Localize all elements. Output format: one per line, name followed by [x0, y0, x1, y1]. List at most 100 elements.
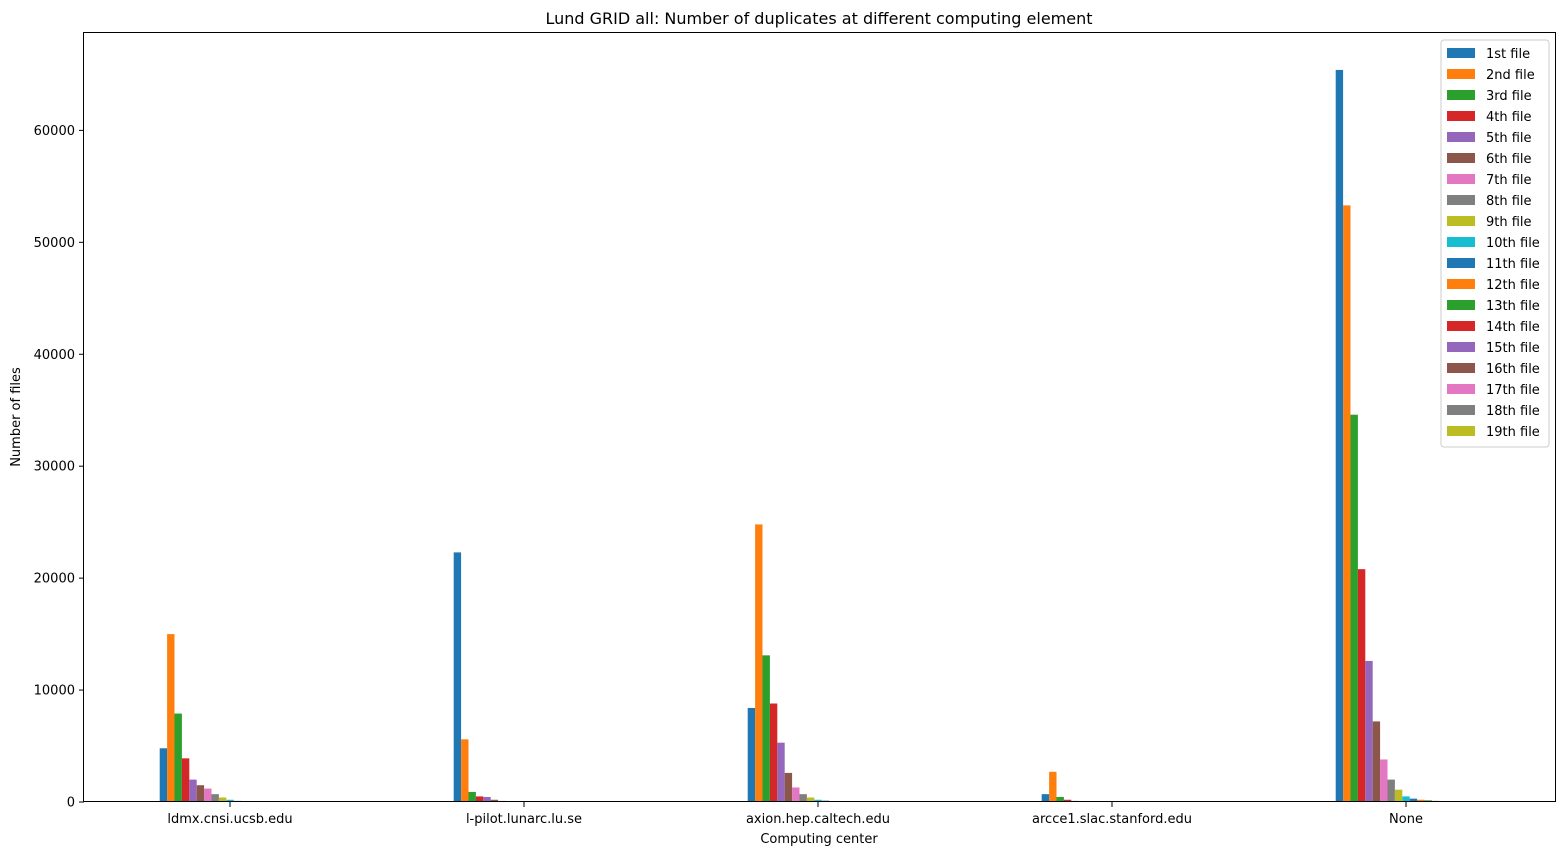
legend-swatch	[1447, 174, 1475, 184]
legend-swatch	[1447, 321, 1475, 331]
bar-11-5	[1409, 798, 1418, 802]
bar-4-1	[181, 758, 190, 802]
y-tick-label: 50000	[34, 236, 75, 251]
legend-swatch	[1447, 195, 1475, 205]
legend-label: 9th file	[1486, 215, 1532, 230]
y-axis: 0 10000 20000 30000 40000 50000 60000	[34, 124, 84, 811]
x-tick-label: arcce1.slac.stanford.edu	[1032, 812, 1192, 827]
y-tick-label: 20000	[34, 572, 75, 587]
legend-label: 11th file	[1486, 257, 1540, 272]
y-tick-label: 40000	[34, 348, 75, 363]
bar-9-3	[806, 797, 815, 802]
legend-swatch	[1447, 258, 1475, 268]
legend-swatch	[1447, 342, 1475, 352]
bar-3-1	[174, 713, 182, 802]
plot-frame	[83, 32, 1556, 802]
bar-6-3	[784, 772, 793, 802]
legend-swatch	[1447, 132, 1475, 142]
bar-6-5	[1372, 721, 1381, 802]
legend-label: 1st file	[1486, 47, 1530, 62]
legend-label: 3rd file	[1486, 89, 1532, 104]
x-tick-label: ldmx.cnsi.ucsb.edu	[167, 812, 292, 827]
bar-10-1	[226, 799, 234, 802]
bar-1-3	[747, 707, 756, 802]
bar-7-3	[792, 787, 800, 802]
legend-label: 19th file	[1486, 425, 1540, 440]
x-tick-label: l-pilot.lunarc.lu.se	[466, 812, 582, 827]
bar-2-1	[167, 634, 175, 802]
bar-5-3	[777, 742, 785, 802]
bar-3-4	[1056, 796, 1064, 802]
legend-swatch	[1447, 69, 1475, 79]
legend-swatch	[1447, 426, 1475, 436]
bar-4-3	[769, 703, 778, 802]
y-tick-label: 10000	[34, 684, 75, 699]
bar-4-2	[475, 796, 484, 802]
bar-7-5	[1380, 759, 1388, 802]
chart-title: Lund GRID all: Number of duplicates at d…	[545, 9, 1092, 28]
bar-4-4	[1063, 799, 1072, 802]
bar-1-1	[159, 748, 168, 802]
legend-label: 7th file	[1486, 173, 1532, 188]
legend-label: 17th file	[1486, 383, 1540, 398]
bar-3-5	[1350, 414, 1358, 802]
legend-label: 5th file	[1486, 131, 1532, 146]
legend-label: 6th file	[1486, 152, 1532, 167]
y-tick-label: 30000	[34, 460, 75, 475]
bar-8-1	[211, 794, 219, 802]
bar-2-3	[755, 524, 763, 802]
legend-swatch	[1447, 111, 1475, 121]
bar-2-5	[1343, 205, 1351, 802]
bar-12-5	[1417, 799, 1425, 802]
bar-3-2	[468, 791, 476, 802]
bar-1-2	[453, 552, 462, 802]
bar-5-5	[1365, 660, 1373, 802]
bar-3-3	[762, 655, 770, 802]
bar-10-5	[1402, 796, 1410, 802]
bar-2-2	[461, 739, 469, 802]
legend-label: 15th file	[1486, 341, 1540, 356]
bar-7-1	[204, 788, 212, 802]
plot-area	[159, 69, 1477, 802]
legend-label: 18th file	[1486, 404, 1540, 419]
legend-swatch	[1447, 363, 1475, 373]
legend-label: 16th file	[1486, 362, 1540, 377]
x-tick-label: None	[1389, 812, 1423, 827]
legend-label: 2nd file	[1486, 68, 1535, 83]
legend-label: 14th file	[1486, 320, 1540, 335]
bar-6-1	[196, 785, 205, 802]
bar-8-5	[1387, 779, 1395, 802]
y-axis-label: Number of files	[9, 367, 24, 467]
bar-8-3	[799, 794, 807, 802]
legend-label: 13th file	[1486, 299, 1540, 314]
legend-swatch	[1447, 405, 1475, 415]
bar-1-4	[1041, 794, 1050, 802]
bar-2-4	[1049, 771, 1057, 802]
legend-swatch	[1447, 216, 1475, 226]
bar-4-5	[1357, 569, 1366, 802]
legend-label: 12th file	[1486, 278, 1540, 293]
bar-9-1	[218, 797, 227, 802]
bar-9-5	[1394, 789, 1403, 802]
bar-5-2	[483, 796, 491, 802]
legend-swatch	[1447, 279, 1475, 289]
legend-swatch	[1447, 384, 1475, 394]
legend: 1st file 2nd file 3rd file 4th file 5th file…	[1440, 39, 1550, 448]
legend-swatch	[1447, 237, 1475, 247]
legend-label: 8th file	[1486, 194, 1532, 209]
legend-label: 4th file	[1486, 110, 1532, 125]
y-tick-label: 0	[67, 796, 75, 811]
x-axis: ldmx.cnsi.ucsb.edu l-pilot.lunarc.lu.se ax…	[167, 802, 1423, 827]
bar-10-3	[814, 799, 822, 802]
legend-swatch	[1447, 48, 1475, 58]
legend-swatch	[1447, 90, 1475, 100]
legend-swatch	[1447, 153, 1475, 163]
legend-swatch	[1447, 300, 1475, 310]
x-tick-label: axion.hep.caltech.edu	[746, 812, 890, 827]
bar-6-2	[490, 799, 499, 802]
legend-label: 10th file	[1486, 236, 1540, 251]
x-axis-label: Computing center	[760, 832, 878, 847]
bar-1-5	[1335, 69, 1344, 802]
y-tick-label: 60000	[34, 124, 75, 139]
